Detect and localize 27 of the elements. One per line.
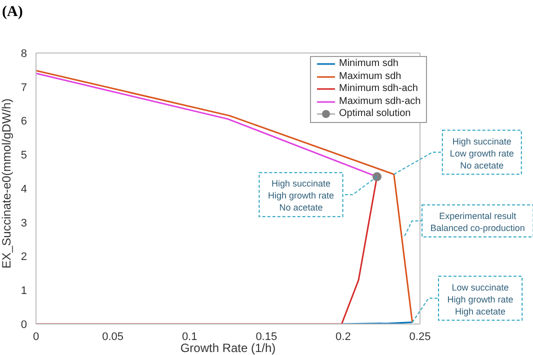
legend-label: Minimum sdh-ach: [339, 83, 418, 96]
legend-label: Maximum sdh: [339, 70, 402, 83]
chart-title: (A): [2, 4, 23, 21]
annotation: Low succinate High growth rate High acetate: [447, 282, 514, 316]
y-tick-label: 5: [20, 150, 27, 162]
annotation: High succinate High growth rate No acetate: [268, 178, 334, 213]
y-tick-label: 3: [20, 217, 27, 230]
x-axis-title: Growth Rate (1/h): [180, 341, 276, 355]
x-tick-label: 0.2: [336, 330, 351, 343]
legend-label: Maximum sdh-ach: [339, 96, 421, 108]
annotation: High succinate Low growth rate No acetate: [450, 136, 514, 170]
y-tick-label: 1: [20, 285, 27, 298]
annotation: Experimental result Balanced co-production: [430, 210, 525, 233]
x-tick-label: 0: [32, 330, 40, 343]
y-axis-title: EX_Succinate-e0(mmol/gDW/h): [0, 98, 14, 268]
y-tick-label: 2: [20, 251, 27, 264]
legend-label: Optimal solution: [339, 108, 411, 120]
y-tick-label: 6: [20, 116, 27, 128]
y-tick-label: 7: [20, 82, 27, 94]
x-tick-label: 0.1: [182, 330, 198, 343]
x-tick-label: 0.25: [409, 330, 431, 343]
y-tick-label: 4: [20, 183, 27, 196]
x-tick-label: 0.15: [256, 330, 278, 343]
y-tick-label: 8: [20, 48, 27, 60]
y-tick-label: 0: [20, 318, 27, 331]
legend-label: Minimum sdh: [339, 58, 398, 70]
x-tick-label: 0.05: [102, 330, 124, 343]
